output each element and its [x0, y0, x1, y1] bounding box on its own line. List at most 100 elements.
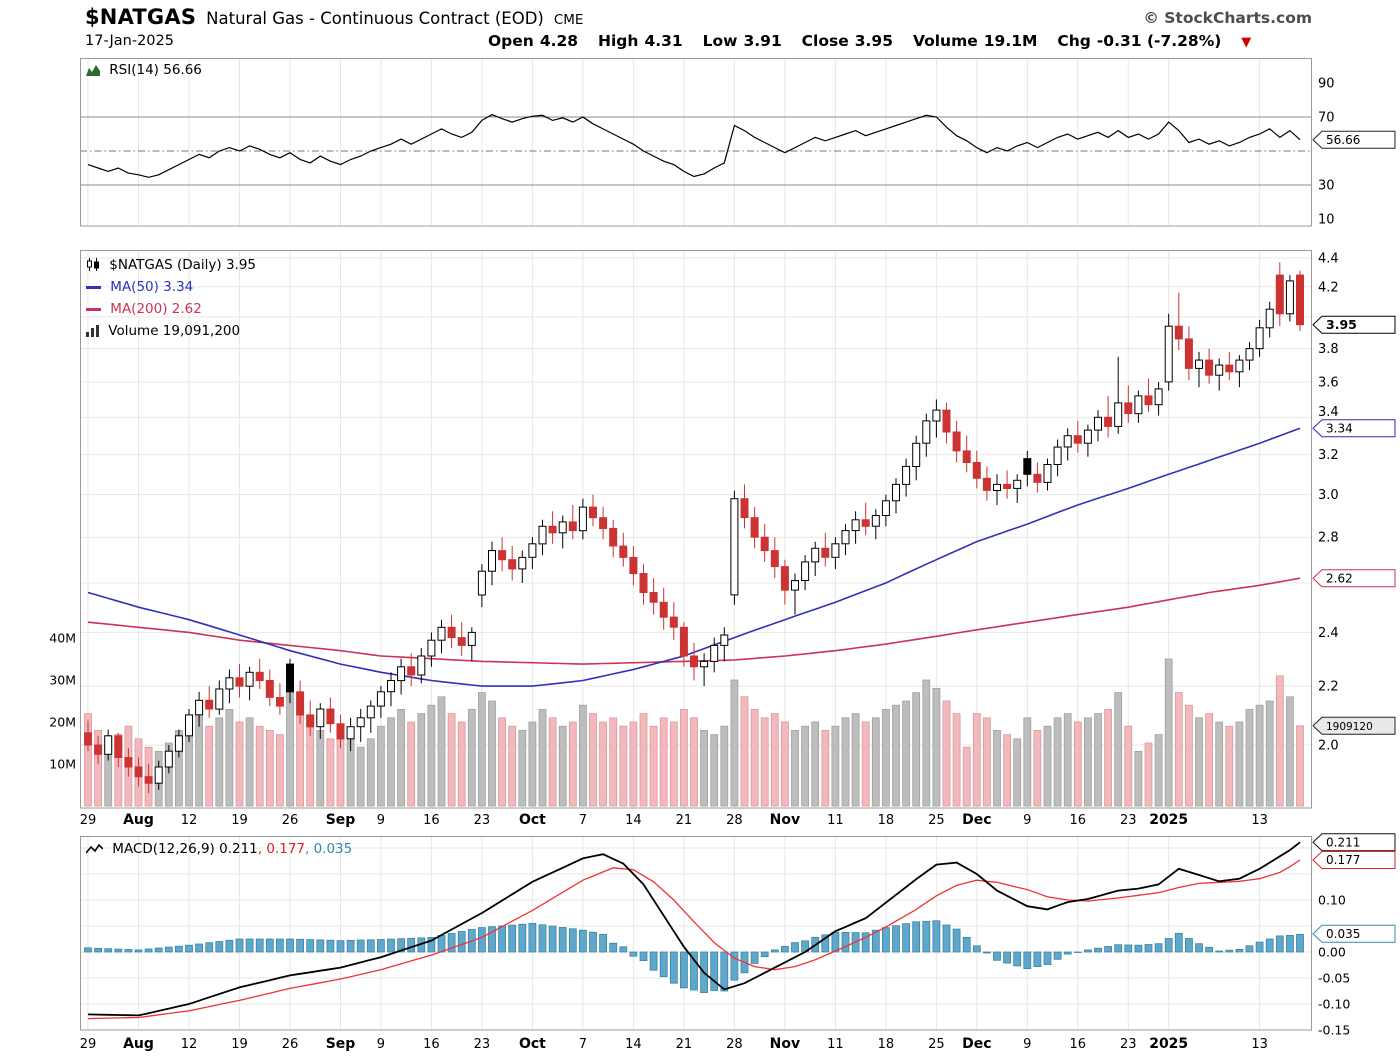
svg-text:2.4: 2.4 — [1318, 626, 1339, 641]
svg-text:2.2: 2.2 — [1318, 680, 1339, 695]
quote-open-label: Open — [488, 32, 534, 50]
change-down-icon: ▼ — [1241, 35, 1252, 50]
quote-change-value: -0.31 (-7.28%) — [1096, 32, 1222, 50]
svg-text:0.035: 0.035 — [1326, 927, 1360, 941]
svg-text:12: 12 — [181, 1037, 198, 1052]
svg-text:70: 70 — [1318, 111, 1335, 126]
svg-text:25: 25 — [928, 1037, 945, 1052]
svg-text:0.211: 0.211 — [1326, 836, 1360, 850]
svg-text:7: 7 — [579, 1037, 587, 1052]
svg-text:29: 29 — [80, 813, 97, 828]
svg-text:11: 11 — [827, 813, 844, 828]
svg-text:30: 30 — [1318, 179, 1335, 194]
candles — [84, 262, 1304, 794]
svg-text:3.4: 3.4 — [1318, 405, 1339, 420]
svg-text:18: 18 — [878, 1037, 895, 1052]
svg-text:16: 16 — [1070, 1037, 1087, 1052]
svg-text:29: 29 — [80, 1037, 97, 1052]
svg-text:7: 7 — [579, 813, 587, 828]
ma200-line-icon — [86, 307, 101, 311]
svg-text:21: 21 — [676, 1037, 693, 1052]
quote-change: Chg -0.31 (-7.28%) — [1057, 32, 1221, 50]
svg-text:9: 9 — [377, 1037, 385, 1052]
svg-text:9: 9 — [377, 813, 385, 828]
macd-legend: MACD(12,26,9) 0.211, 0.177, 0.035 — [85, 841, 353, 857]
quote-high-label: High — [598, 32, 639, 50]
svg-text:30M: 30M — [49, 673, 76, 688]
price-legend-symbol-text: $NATGAS (Daily) 3.95 — [109, 257, 257, 273]
rsi-legend: RSI(14) 56.66 — [86, 62, 202, 78]
svg-text:Sep: Sep — [326, 812, 356, 828]
rsi-icon — [86, 65, 100, 76]
svg-text:3.34: 3.34 — [1326, 422, 1353, 436]
svg-text:19: 19 — [231, 1037, 248, 1052]
svg-text:16: 16 — [423, 813, 440, 828]
svg-text:23: 23 — [1120, 1037, 1137, 1052]
macd-line-icon — [85, 843, 104, 854]
volume-legend-text: Volume 19,091,200 — [108, 323, 241, 339]
svg-text:Sep: Sep — [326, 1036, 356, 1052]
axis-badges: 56.66 3.95 3.34 2.62 1909120 0.211 0.177 0.035 — [1312, 130, 1396, 943]
svg-text:-0.05: -0.05 — [1318, 971, 1350, 986]
chart-date: 17-Jan-2025 — [85, 33, 174, 49]
svg-text:2025: 2025 — [1149, 812, 1188, 828]
chart-title: Natural Gas - Continuous Contract (EOD) — [206, 9, 544, 28]
volume-legend-row: Volume 19,091,200 — [86, 320, 256, 342]
svg-text:Dec: Dec — [962, 812, 991, 828]
svg-text:3.0: 3.0 — [1318, 488, 1339, 503]
macd-legend-hist: , 0.035 — [305, 841, 353, 857]
quote-close-label: Close — [801, 32, 849, 50]
macd-histogram — [84, 920, 1304, 993]
svg-text:0.10: 0.10 — [1318, 893, 1346, 908]
svg-text:13: 13 — [1251, 1037, 1268, 1052]
quote-close-value: 3.95 — [854, 32, 893, 50]
macd-line — [87, 841, 1301, 1017]
stockcharts-brand: © StockCharts.com — [1143, 9, 1312, 27]
svg-text:13: 13 — [1251, 813, 1268, 828]
quote-high: High 4.31 — [598, 32, 683, 50]
svg-text:23: 23 — [474, 1037, 491, 1052]
svg-text:2025: 2025 — [1149, 1036, 1188, 1052]
svg-text:Aug: Aug — [123, 812, 154, 828]
quote-volume-value: 19.1M — [983, 32, 1038, 50]
svg-text:10M: 10M — [49, 757, 76, 772]
svg-text:26: 26 — [282, 813, 299, 828]
svg-text:25: 25 — [928, 813, 945, 828]
volume-bars-icon — [86, 325, 99, 337]
svg-text:Nov: Nov — [770, 1036, 800, 1052]
price-legend-symbol-row: $NATGAS (Daily) 3.95 — [86, 254, 256, 276]
volume-bars — [84, 658, 1304, 807]
quote-volume: Volume 19.1M — [913, 32, 1037, 50]
svg-text:23: 23 — [474, 813, 491, 828]
price-legend: $NATGAS (Daily) 3.95 MA(50) 3.34 MA(200)… — [86, 254, 256, 342]
svg-text:4.2: 4.2 — [1318, 280, 1339, 295]
svg-text:23: 23 — [1120, 813, 1137, 828]
ma50-legend-text: MA(50) 3.34 — [110, 279, 194, 295]
svg-text:3.6: 3.6 — [1318, 376, 1339, 391]
ma200-legend-row: MA(200) 2.62 — [86, 298, 256, 320]
svg-text:18: 18 — [878, 813, 895, 828]
svg-text:28: 28 — [726, 813, 743, 828]
svg-text:40M: 40M — [49, 631, 76, 646]
svg-text:90: 90 — [1318, 77, 1335, 92]
svg-text:0.177: 0.177 — [1326, 853, 1360, 867]
svg-text:Oct: Oct — [519, 812, 546, 828]
panel-borders — [80, 58, 1312, 1031]
ma200-legend-text: MA(200) 2.62 — [110, 301, 202, 317]
svg-text:Oct: Oct — [519, 1036, 546, 1052]
macd-signal-line — [87, 859, 1301, 1020]
svg-text:0.00: 0.00 — [1318, 945, 1346, 960]
svg-text:16: 16 — [423, 1037, 440, 1052]
svg-text:-0.15: -0.15 — [1318, 1023, 1350, 1038]
ma50-legend-row: MA(50) 3.34 — [86, 276, 256, 298]
macd-legend-main: MACD(12,26,9) 0.211 — [112, 841, 258, 857]
chart-header: $NATGAS Natural Gas - Continuous Contrac… — [85, 5, 583, 29]
svg-text:1909120: 1909120 — [1326, 721, 1373, 733]
axis-labels: 90 70 30 10 4.4 4.2 3.8 3.6 3.4 3.2 3.0 2.8 2.4 2.2 2.… — [49, 77, 1350, 1053]
quote-high-value: 4.31 — [644, 32, 683, 50]
quote-open: Open 4.28 — [488, 32, 578, 50]
quote-volume-label: Volume — [912, 32, 978, 50]
svg-text:-0.10: -0.10 — [1318, 997, 1350, 1012]
svg-text:Dec: Dec — [962, 1036, 991, 1052]
